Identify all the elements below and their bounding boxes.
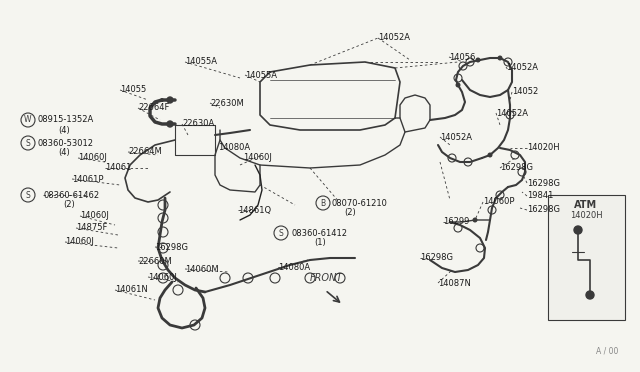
Text: 14052A: 14052A [378, 33, 410, 42]
Text: (4): (4) [58, 148, 70, 157]
Text: 16298G: 16298G [527, 179, 560, 187]
Text: (2): (2) [344, 208, 356, 218]
Circle shape [167, 97, 173, 103]
Text: 14061: 14061 [105, 164, 131, 173]
Text: 14060J: 14060J [148, 273, 177, 282]
Text: 14020H: 14020H [570, 212, 602, 221]
Text: 14060J: 14060J [80, 212, 109, 221]
Text: 16298G: 16298G [155, 243, 188, 251]
Text: 16298G: 16298G [527, 205, 560, 215]
Text: 14061N: 14061N [115, 285, 148, 295]
Circle shape [456, 83, 461, 87]
Circle shape [476, 58, 481, 62]
Text: 22664M: 22664M [128, 148, 162, 157]
Circle shape [472, 218, 477, 222]
Text: 14060M: 14060M [185, 264, 219, 273]
Bar [548, 195, 625, 320]
Text: 14060J: 14060J [243, 153, 272, 161]
Text: 14056: 14056 [449, 52, 476, 61]
Text: 08360-61462: 08360-61462 [43, 190, 99, 199]
Text: 14052A: 14052A [440, 132, 472, 141]
Text: 14080A: 14080A [218, 144, 250, 153]
Circle shape [488, 153, 493, 157]
Text: 22664F: 22664F [138, 103, 170, 112]
Circle shape [586, 291, 594, 299]
Circle shape [160, 98, 164, 102]
Text: 16298G: 16298G [420, 253, 453, 263]
Text: 14861Q: 14861Q [238, 205, 271, 215]
Text: 14052A: 14052A [496, 109, 528, 118]
Text: 14080A: 14080A [278, 263, 310, 273]
Text: 14060J: 14060J [65, 237, 94, 247]
Text: (1): (1) [314, 238, 326, 247]
Text: 14061P: 14061P [72, 174, 104, 183]
Text: S: S [26, 190, 30, 199]
Circle shape [497, 55, 502, 61]
Text: 22630A: 22630A [182, 119, 214, 128]
Text: 14055A: 14055A [185, 58, 217, 67]
Circle shape [167, 121, 173, 127]
Text: 19841: 19841 [527, 192, 554, 201]
Text: W: W [24, 115, 32, 125]
Text: 14087N: 14087N [438, 279, 471, 288]
Text: 14020H: 14020H [527, 144, 559, 153]
Text: B: B [321, 199, 326, 208]
Text: 08360-53012: 08360-53012 [38, 138, 94, 148]
Text: FRONT: FRONT [310, 273, 343, 283]
Text: 14055: 14055 [120, 86, 147, 94]
Text: (2): (2) [63, 201, 75, 209]
Text: 14875F: 14875F [76, 224, 108, 232]
Text: ATM: ATM [575, 200, 598, 210]
Text: 14052: 14052 [512, 87, 538, 96]
Text: 16298G: 16298G [500, 164, 533, 173]
Circle shape [574, 226, 582, 234]
Text: S: S [26, 138, 30, 148]
Text: S: S [278, 228, 284, 237]
Text: 22660M: 22660M [138, 257, 172, 266]
Text: 14060J: 14060J [78, 154, 107, 163]
Text: 14060P: 14060P [483, 198, 515, 206]
Text: A / 00: A / 00 [596, 346, 618, 355]
Text: 16299: 16299 [443, 218, 469, 227]
Text: 08915-1352A: 08915-1352A [38, 115, 94, 125]
Text: 14055A: 14055A [245, 71, 277, 80]
Text: 14052A: 14052A [506, 62, 538, 71]
Text: 08360-61412: 08360-61412 [292, 228, 348, 237]
Text: 22630M: 22630M [210, 99, 244, 108]
Text: (4): (4) [58, 125, 70, 135]
Text: 08070-61210: 08070-61210 [332, 199, 388, 208]
